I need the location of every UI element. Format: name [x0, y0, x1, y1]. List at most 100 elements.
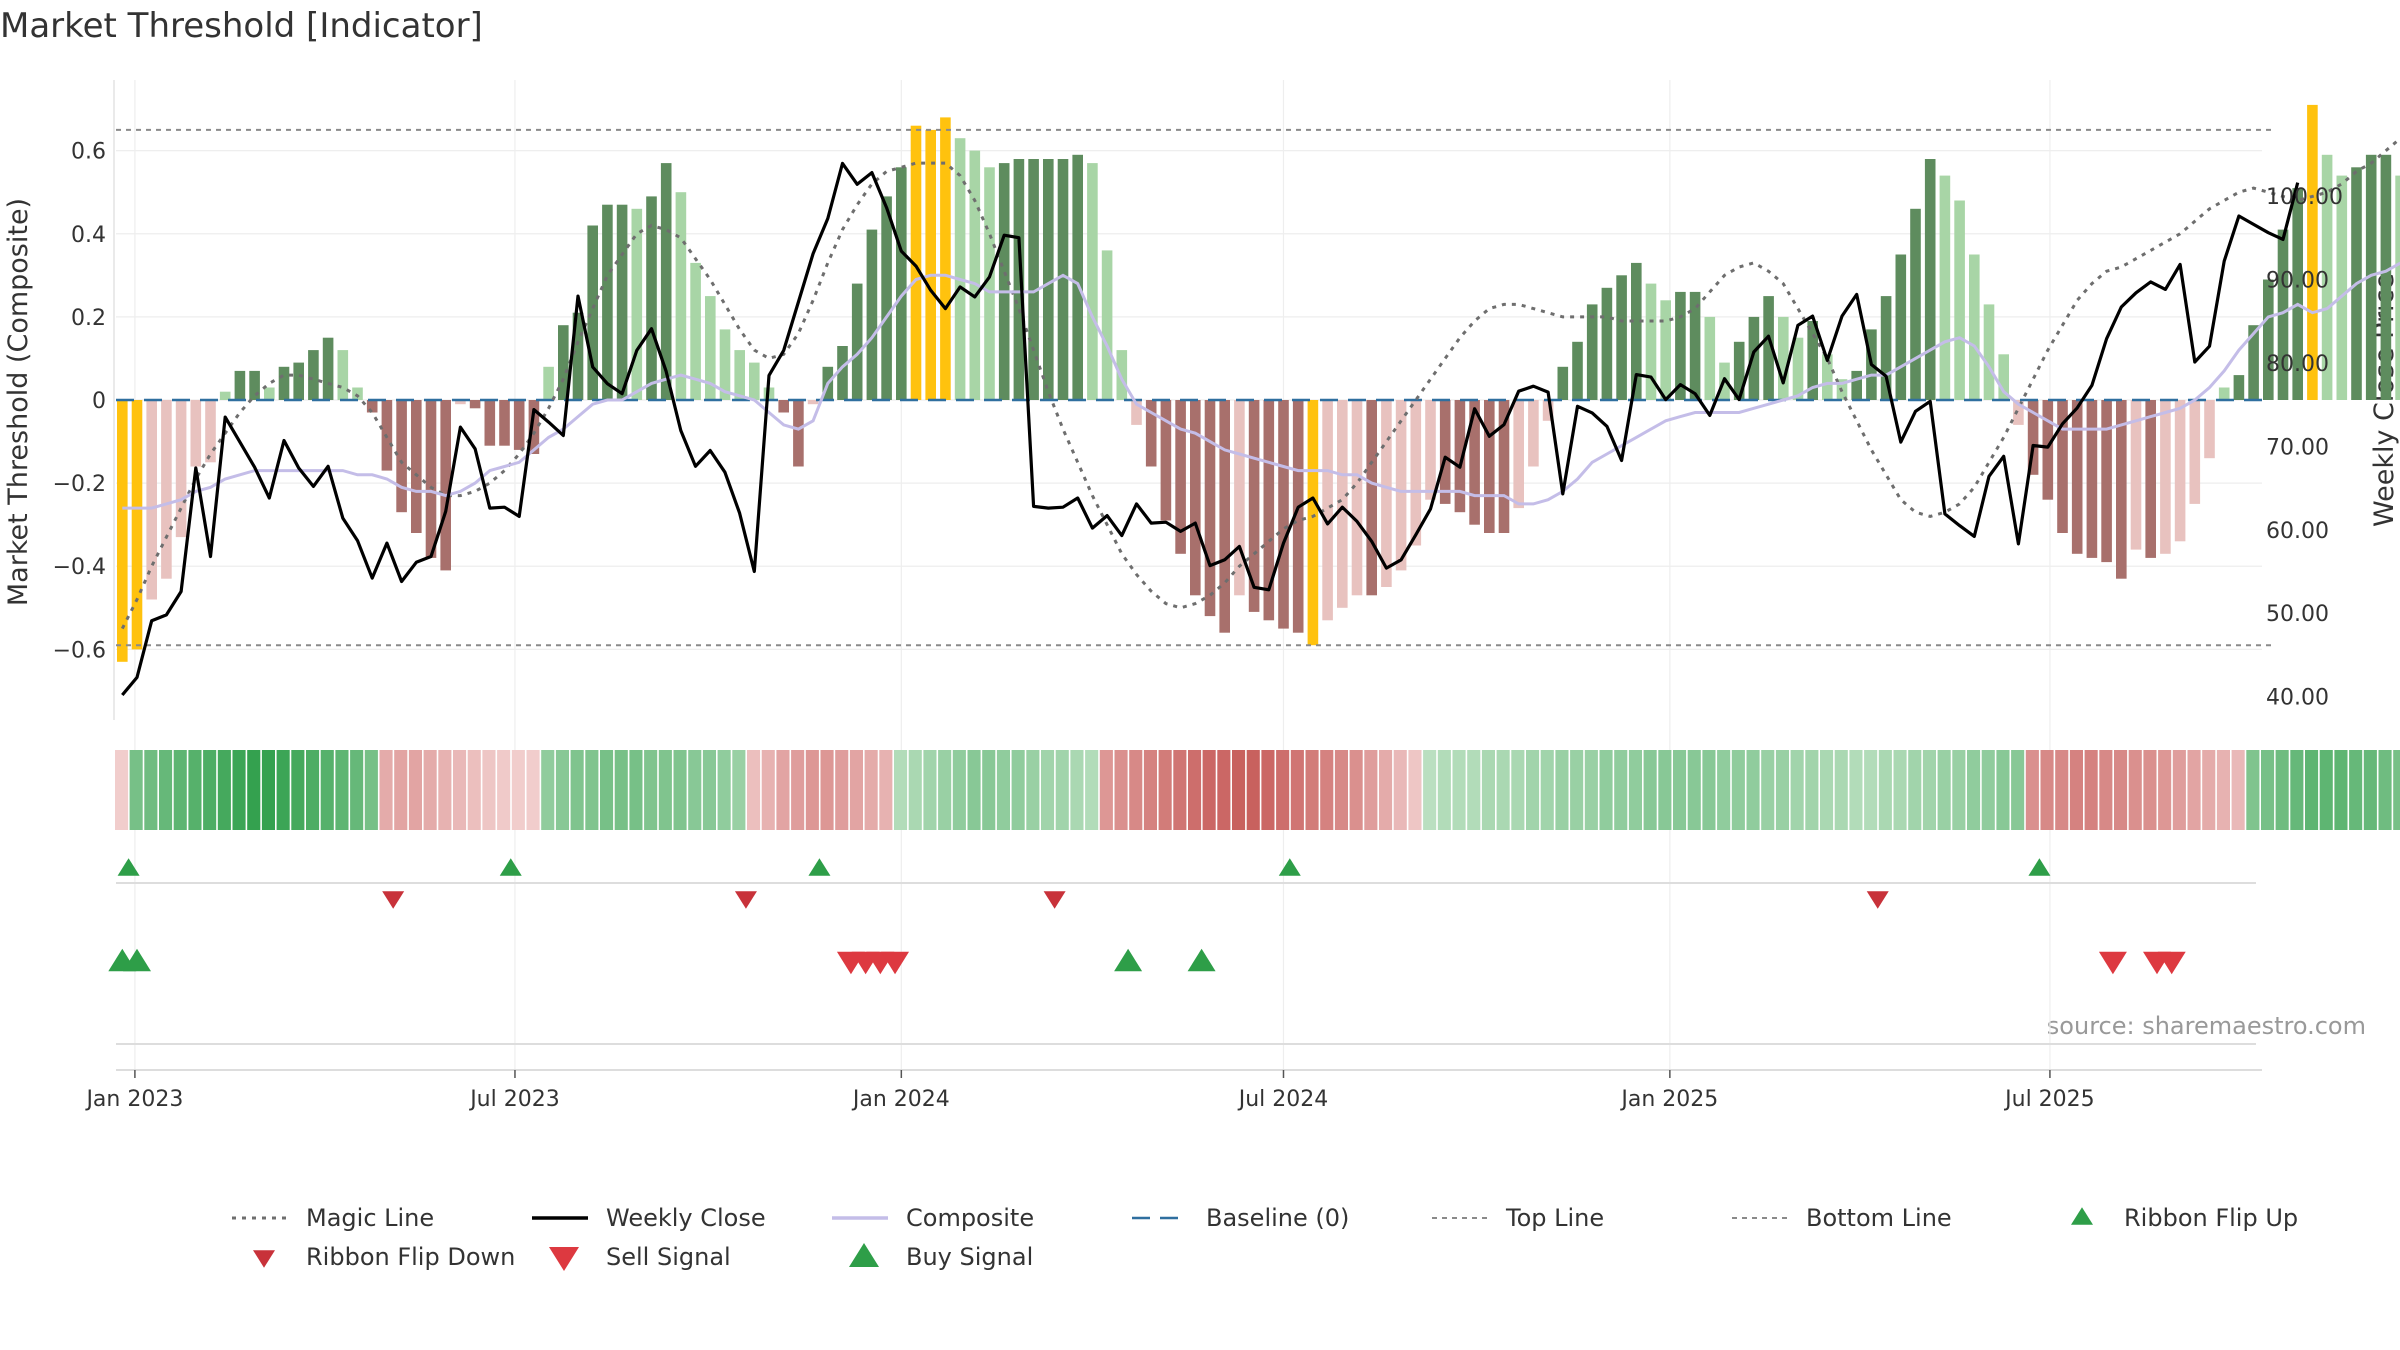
ribbon-cell: [2231, 750, 2245, 830]
legend-label: Baseline (0): [1206, 1204, 1349, 1232]
ribbon-cell: [1026, 750, 1040, 830]
ribbon-cell: [1775, 750, 1789, 830]
composite-bar: [234, 370, 246, 400]
ribbon-cell: [732, 750, 746, 830]
legend-swatch: [253, 1250, 275, 1268]
ribbon-cell: [2025, 750, 2039, 830]
composite-bar: [2380, 154, 2392, 400]
ribbon-cell: [1599, 750, 1613, 830]
ribbon-cell: [938, 750, 952, 830]
composite-bar: [499, 400, 510, 446]
ribbon-cell: [2290, 750, 2304, 830]
composite-bar: [1395, 400, 1407, 571]
composite-bar: [1969, 254, 1980, 400]
ribbon-cell: [1805, 750, 1819, 830]
x-tick-label: Jul 2024: [1237, 1087, 1329, 1112]
ribbon-cell: [2084, 750, 2098, 830]
ribbon-cell: [1232, 750, 1246, 830]
ribbon-cell: [1952, 750, 1966, 830]
composite-bar: [2189, 400, 2201, 504]
composite-bar: [205, 400, 216, 463]
buy-signal-marker: [1187, 948, 1216, 972]
ribbon-cell: [2114, 750, 2128, 830]
ribbon-cell: [805, 750, 819, 830]
composite-bar: [866, 229, 878, 400]
composite-bar: [1880, 296, 1892, 400]
ribbon-cell: [1334, 750, 1348, 830]
legend: Magic Line Weekly Close Composite Baseline …: [232, 1204, 2298, 1271]
ribbon-cell: [1922, 750, 1936, 830]
composite-bar: [2057, 400, 2068, 533]
ribbon-cell: [585, 750, 599, 830]
composite-bar: [1028, 159, 1039, 400]
composite-bar: [117, 400, 128, 662]
ribbon-cell: [1099, 750, 1113, 830]
composite-bar: [1513, 400, 1524, 509]
ribbon-cell: [1584, 750, 1598, 830]
buy-signal-marker: [122, 948, 151, 972]
ribbon-cell: [188, 750, 202, 830]
legend-swatch: [549, 1247, 579, 1271]
ribbon-cell: [1437, 750, 1451, 830]
ribbon-cell: [423, 750, 437, 830]
ribbon-cell: [879, 750, 893, 830]
composite-bar: [484, 400, 496, 446]
composite-bar: [793, 400, 804, 467]
ribbon-cell: [1908, 750, 1922, 830]
ribbon-cell: [1276, 750, 1290, 830]
composite-bar: [1292, 400, 1304, 633]
ribbon-cell: [1702, 750, 1716, 830]
signal-rows: [108, 858, 2256, 1045]
composite-bar: [440, 400, 451, 571]
composite-bar: [1131, 400, 1142, 425]
legend-item: Top Line: [1432, 1204, 1604, 1232]
legend-item: Baseline (0): [1132, 1204, 1349, 1232]
composite-bar: [366, 400, 378, 413]
composite-bar: [1322, 400, 1333, 621]
ribbon-cell: [2187, 750, 2201, 830]
ribbon-cell: [673, 750, 687, 830]
composite-bar: [837, 346, 848, 400]
composite-bar: [161, 400, 172, 579]
ribbon-cell: [820, 750, 834, 830]
left-tick-label: −0.4: [53, 555, 106, 580]
legend-label: Sell Signal: [606, 1243, 731, 1271]
composite-bar: [1763, 296, 1774, 400]
composite-bar: [719, 329, 731, 400]
composite-bar: [910, 125, 922, 400]
composite-bar: [660, 163, 672, 400]
legend-item: Ribbon Flip Up: [2071, 1204, 2298, 1232]
left-tick-label: −0.2: [53, 472, 106, 497]
ribbon-cell: [203, 750, 217, 830]
ribbon-cell: [1173, 750, 1187, 830]
composite-bar: [2160, 400, 2171, 554]
ribbon-cell: [497, 750, 511, 830]
composite-bar: [1410, 400, 1422, 546]
composite-bar: [2204, 400, 2215, 459]
ribbon-cell: [2040, 750, 2054, 830]
composite-bar: [1160, 400, 1172, 521]
composite-bar: [1733, 341, 1745, 400]
ribbon-cell: [1423, 750, 1437, 830]
composite-bar: [778, 400, 789, 413]
composite-bar: [1983, 304, 1995, 400]
ribbon-cell: [2202, 750, 2216, 830]
composite-bar: [396, 400, 407, 513]
composite-bar: [616, 204, 628, 400]
ribbon-cell: [996, 750, 1010, 830]
composite-bar: [2277, 229, 2289, 400]
ribbon-cell: [438, 750, 452, 830]
ribbon-cell: [1129, 750, 1143, 830]
legend-label: Ribbon Flip Down: [306, 1243, 515, 1271]
ribbon-cell: [555, 750, 569, 830]
ribbon-cell: [379, 750, 393, 830]
ribbon-cell: [526, 750, 540, 830]
composite-bar: [2336, 175, 2348, 400]
ribbon-cell: [350, 750, 364, 830]
reference-lines: [116, 128, 2272, 647]
legend-item: Weekly Close: [532, 1204, 766, 1232]
legend-label: Top Line: [1505, 1204, 1604, 1232]
composite-bar: [558, 325, 569, 400]
buy-signal-marker: [1114, 948, 1143, 972]
ribbon-cell: [747, 750, 761, 830]
